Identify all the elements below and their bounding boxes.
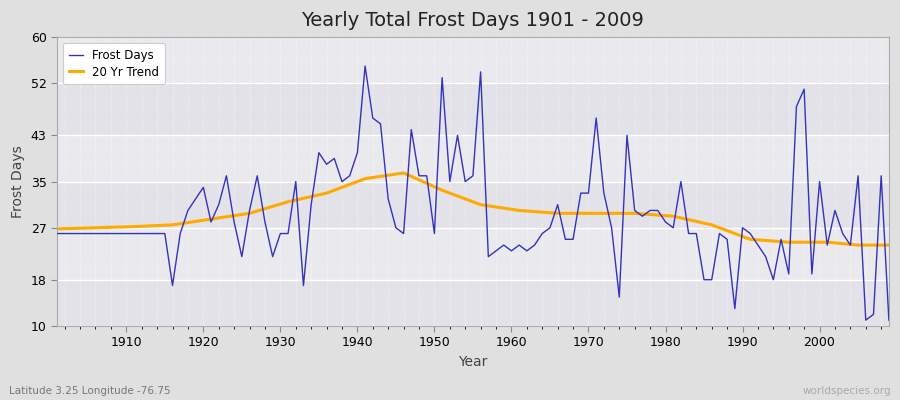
20 Yr Trend	[398, 170, 409, 175]
20 Yr Trend	[51, 226, 62, 231]
Text: worldspecies.org: worldspecies.org	[803, 386, 891, 396]
20 Yr Trend	[506, 207, 517, 212]
Bar	[57, 135, 889, 182]
Frost Days	[113, 231, 124, 236]
Frost Days	[514, 243, 525, 248]
Y-axis label: Frost Days: Frost Days	[11, 145, 25, 218]
20 Yr Trend	[328, 188, 339, 193]
Line: 20 Yr Trend: 20 Yr Trend	[57, 173, 889, 245]
Bar	[57, 37, 889, 84]
Bar	[57, 228, 889, 280]
X-axis label: Year: Year	[458, 355, 488, 369]
Text: Latitude 3.25 Longitude -76.75: Latitude 3.25 Longitude -76.75	[9, 386, 171, 396]
Frost Days	[607, 225, 617, 230]
Frost Days	[860, 318, 871, 322]
Bar	[57, 280, 889, 326]
Bar	[57, 84, 889, 135]
Frost Days	[283, 231, 293, 236]
Frost Days	[360, 64, 371, 68]
Frost Days	[506, 248, 517, 253]
20 Yr Trend	[884, 243, 895, 248]
Frost Days	[328, 156, 339, 161]
Frost Days	[51, 231, 62, 236]
20 Yr Trend	[514, 208, 525, 213]
20 Yr Trend	[607, 211, 617, 216]
20 Yr Trend	[283, 199, 293, 204]
Line: Frost Days: Frost Days	[57, 66, 889, 320]
Legend: Frost Days, 20 Yr Trend: Frost Days, 20 Yr Trend	[63, 43, 166, 84]
20 Yr Trend	[852, 243, 863, 248]
Bar	[57, 182, 889, 228]
Frost Days	[884, 318, 895, 322]
20 Yr Trend	[113, 225, 124, 230]
Title: Yearly Total Frost Days 1901 - 2009: Yearly Total Frost Days 1901 - 2009	[302, 11, 644, 30]
